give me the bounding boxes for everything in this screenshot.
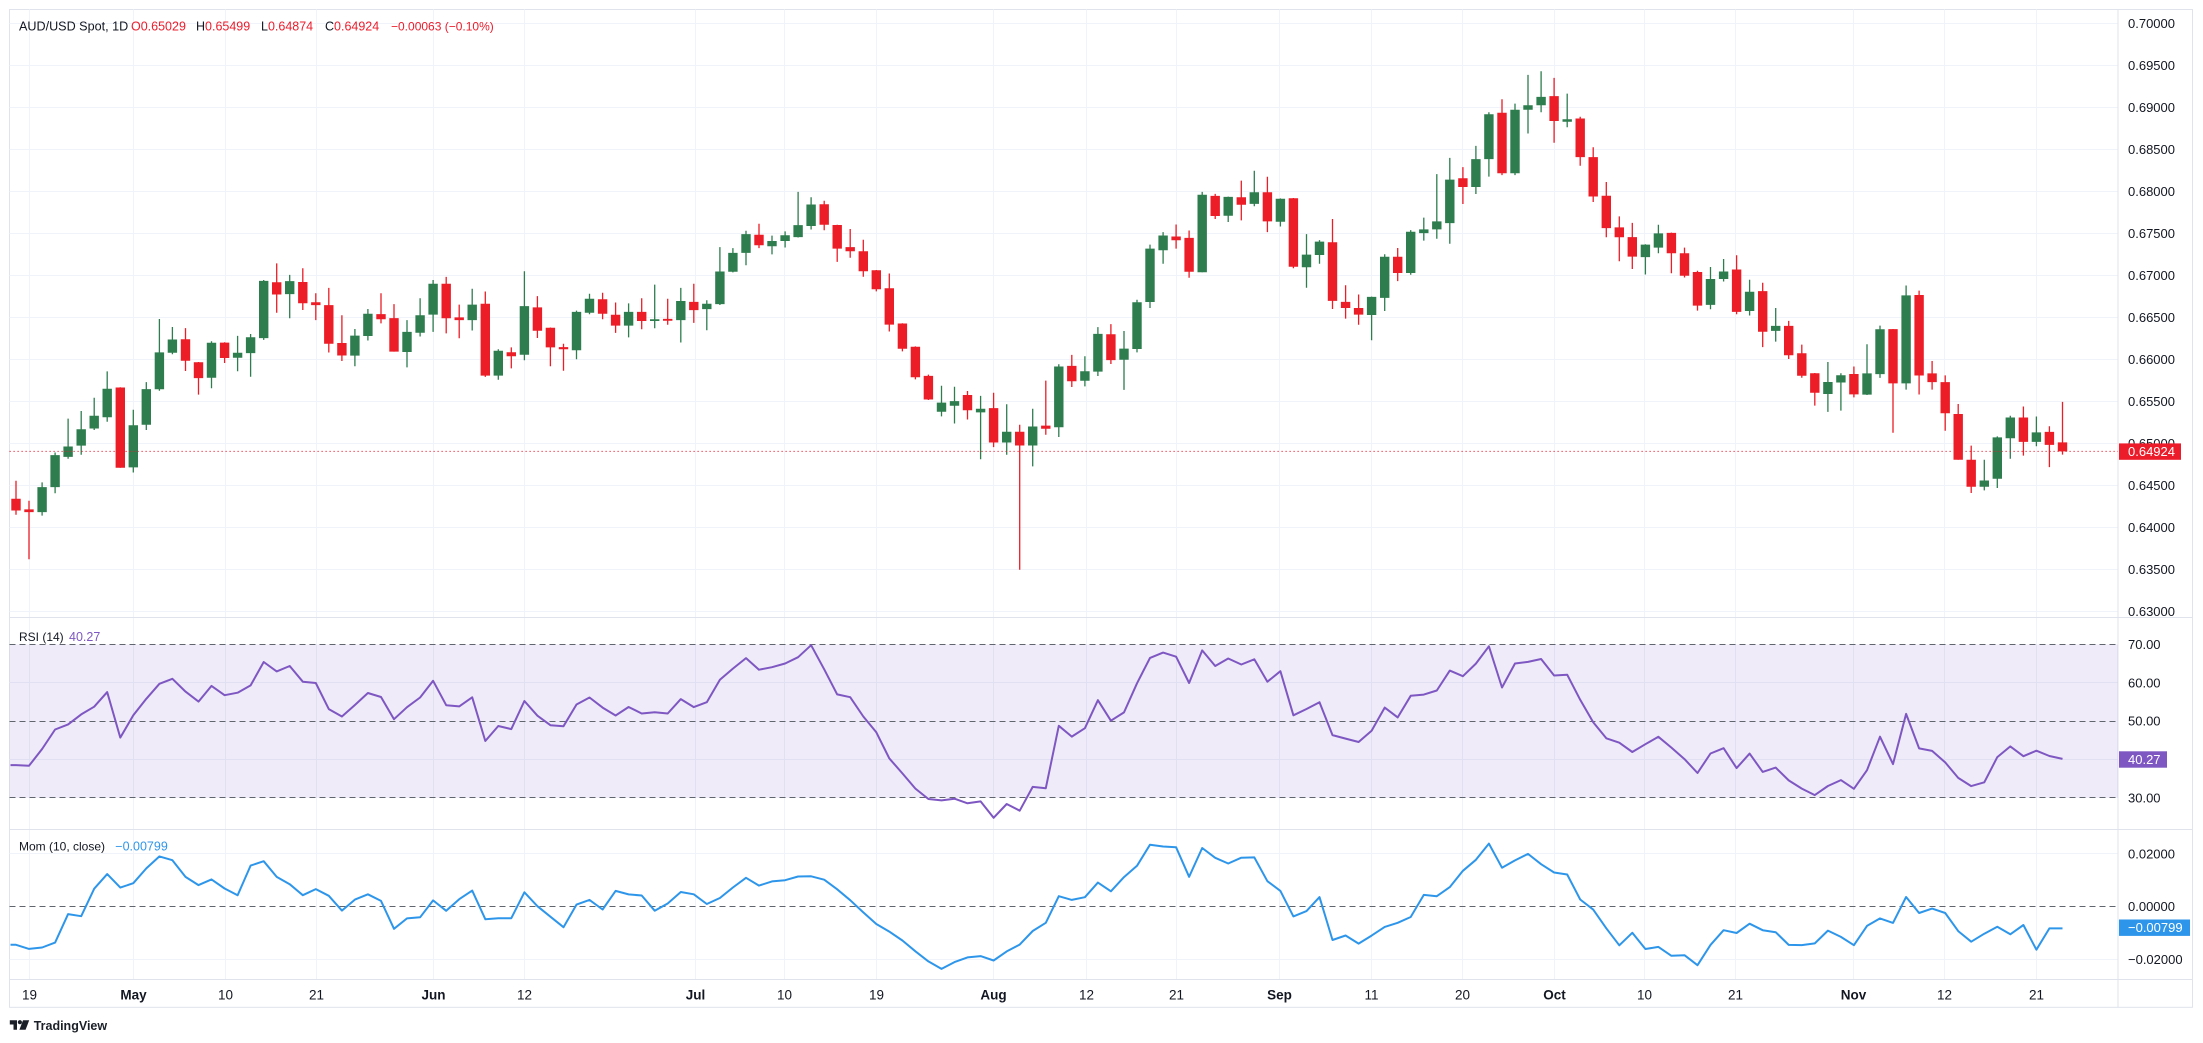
svg-text:RSI (14): RSI (14)	[19, 630, 64, 644]
svg-text:L0.64874: L0.64874	[261, 20, 313, 34]
svg-text:0.66000: 0.66000	[2128, 352, 2175, 367]
svg-text:−0.00799: −0.00799	[2128, 920, 2183, 935]
svg-text:0.63000: 0.63000	[2128, 604, 2175, 619]
svg-text:Jun: Jun	[421, 987, 445, 1002]
svg-text:70.00: 70.00	[2128, 637, 2161, 652]
svg-text:Sep: Sep	[1267, 987, 1292, 1002]
svg-text:0.63500: 0.63500	[2128, 562, 2175, 577]
svg-text:0.65500: 0.65500	[2128, 394, 2175, 409]
svg-text:AUD/USD Spot, 1D: AUD/USD Spot, 1D	[19, 20, 128, 34]
svg-text:19: 19	[22, 987, 37, 1002]
svg-text:0.00000: 0.00000	[2128, 899, 2175, 914]
svg-text:−0.02000: −0.02000	[2128, 952, 2183, 967]
svg-text:0.68000: 0.68000	[2128, 184, 2175, 199]
svg-text:40.27: 40.27	[69, 630, 100, 644]
svg-text:0.66500: 0.66500	[2128, 310, 2175, 325]
svg-text:0.68500: 0.68500	[2128, 142, 2175, 157]
svg-text:10: 10	[777, 987, 792, 1002]
svg-text:0.69000: 0.69000	[2128, 100, 2175, 115]
svg-text:Mom (10, close): Mom (10, close)	[19, 840, 105, 854]
svg-text:0.67500: 0.67500	[2128, 226, 2175, 241]
svg-text:0.67000: 0.67000	[2128, 268, 2175, 283]
svg-text:May: May	[120, 987, 147, 1002]
svg-text:10: 10	[218, 987, 233, 1002]
svg-text:O0.65029: O0.65029	[131, 20, 186, 34]
svg-text:10: 10	[1637, 987, 1652, 1002]
svg-text:Jul: Jul	[686, 987, 706, 1002]
svg-text:−0.00063 (−0.10%): −0.00063 (−0.10%)	[391, 20, 494, 34]
svg-text:TradingView: TradingView	[34, 1019, 108, 1033]
svg-text:−0.00799: −0.00799	[115, 840, 168, 854]
svg-text:12: 12	[1937, 987, 1952, 1002]
svg-text:12: 12	[517, 987, 532, 1002]
svg-text:H0.65499: H0.65499	[196, 20, 250, 34]
svg-text:30.00: 30.00	[2128, 790, 2161, 805]
svg-text:0.02000: 0.02000	[2128, 846, 2175, 861]
svg-text:60.00: 60.00	[2128, 675, 2161, 690]
svg-text:21: 21	[1728, 987, 1743, 1002]
svg-text:21: 21	[309, 987, 324, 1002]
svg-text:19: 19	[869, 987, 884, 1002]
svg-text:21: 21	[1169, 987, 1184, 1002]
svg-text:C0.64924: C0.64924	[325, 20, 379, 34]
svg-text:0.64924: 0.64924	[2128, 444, 2175, 459]
svg-text:12: 12	[1079, 987, 1094, 1002]
svg-text:0.64000: 0.64000	[2128, 520, 2175, 535]
svg-text:0.69500: 0.69500	[2128, 58, 2175, 73]
svg-text:21: 21	[2029, 987, 2044, 1002]
svg-text:40.27: 40.27	[2128, 752, 2161, 767]
svg-text:20: 20	[1455, 987, 1470, 1002]
svg-text:Aug: Aug	[980, 987, 1006, 1002]
svg-text:Oct: Oct	[1543, 987, 1566, 1002]
svg-text:50.00: 50.00	[2128, 714, 2161, 729]
svg-text:0.70000: 0.70000	[2128, 16, 2175, 31]
svg-text:Nov: Nov	[1841, 987, 1867, 1002]
svg-text:0.64500: 0.64500	[2128, 478, 2175, 493]
svg-text:11: 11	[1364, 987, 1378, 1002]
